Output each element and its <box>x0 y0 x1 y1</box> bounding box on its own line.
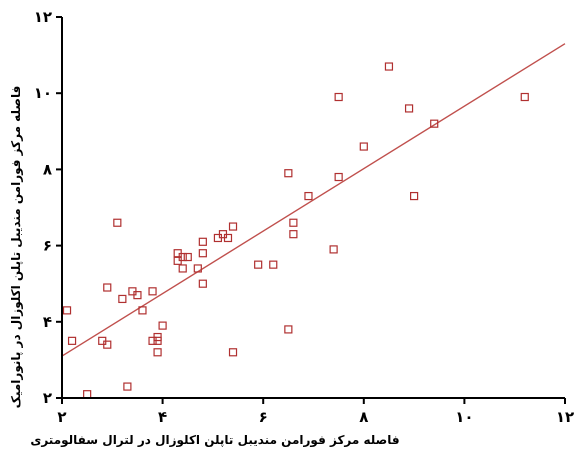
scatter-point <box>269 260 278 269</box>
scatter-point <box>178 264 187 273</box>
scatter-point <box>334 172 343 182</box>
scatter-point <box>289 218 298 227</box>
scatter-point <box>153 332 162 342</box>
scatter-point <box>123 382 132 391</box>
scatter-point <box>178 252 187 262</box>
y-axis-ticks: ۲ ۴ ۶ ۸ ۱۰ ۱۲ <box>34 8 62 407</box>
scatter-point <box>289 230 298 239</box>
scatter-point <box>410 191 419 201</box>
scatter-point <box>103 283 112 292</box>
y-tick-label: ۱۰ <box>34 84 52 102</box>
scatter-point <box>520 92 529 102</box>
scatter-point <box>103 340 112 349</box>
x-axis-title: فاصله مرکز فورامن مندیبل تاپلن اکلوزال د… <box>30 433 399 448</box>
scatter-point <box>334 92 343 102</box>
plot-area <box>61 43 566 399</box>
x-tick-label: ۴ <box>158 408 167 426</box>
scatter-point <box>198 249 207 258</box>
scatter-point <box>329 245 338 254</box>
y-tick-label: ۶ <box>43 237 52 255</box>
y-tick-label: ۱۲ <box>34 8 52 26</box>
scatter-point <box>158 321 167 330</box>
scatter-point <box>228 222 238 231</box>
regression-line <box>61 43 566 357</box>
scatter-point <box>198 237 207 246</box>
scatter-point <box>228 348 238 357</box>
x-tick-label: ۱۰ <box>455 408 473 426</box>
x-tick-label: ۲ <box>57 408 66 426</box>
y-axis-title: فاصله مرکز فورامن مندیبل تاپلن اکلوزال د… <box>9 86 24 409</box>
scatter-point <box>62 306 72 315</box>
scatter-point <box>384 62 394 71</box>
scatter-point <box>223 233 233 243</box>
x-tick-label: ۱۲ <box>556 408 574 426</box>
scatter-point <box>183 252 192 262</box>
scatter-point <box>113 218 122 227</box>
scatter-point <box>430 119 439 128</box>
scatter-point <box>404 104 414 113</box>
scatter-point <box>359 142 368 151</box>
x-axis-ticks: ۲ ۴ ۶ ۸ ۱۰ ۱۲ <box>57 398 574 426</box>
scatter-point <box>198 279 207 288</box>
scatter-point <box>118 294 127 304</box>
y-tick-label: ۴ <box>43 313 52 331</box>
x-tick-label: ۸ <box>359 408 368 426</box>
scatter-point <box>254 260 263 269</box>
scatter-point <box>83 390 92 399</box>
scatter-point <box>193 264 202 273</box>
scatter-point <box>153 348 162 357</box>
scatter-point <box>148 287 157 296</box>
y-tick-label: ۸ <box>43 160 52 178</box>
scatter-point <box>67 336 77 345</box>
scatter-point <box>284 325 293 334</box>
scatter-point <box>133 291 142 300</box>
y-tick-label: ۲ <box>43 389 52 407</box>
scatter-point <box>284 169 293 178</box>
scatter-point <box>304 191 313 201</box>
scatter-point <box>138 306 147 315</box>
x-tick-label: ۶ <box>259 408 268 426</box>
